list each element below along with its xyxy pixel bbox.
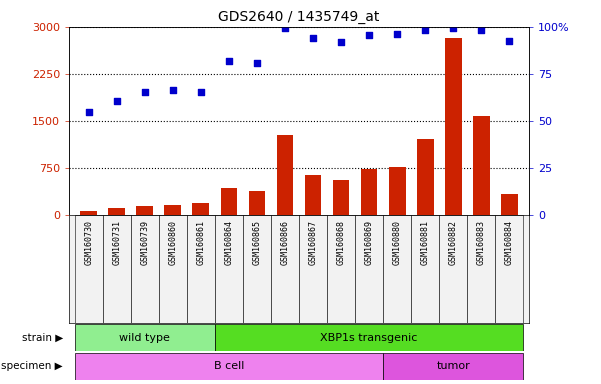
Text: specimen ▶: specimen ▶ [1, 361, 63, 371]
Bar [243, 215, 271, 323]
Bar [416, 139, 433, 215]
Text: strain ▶: strain ▶ [22, 333, 63, 343]
Bar [327, 215, 355, 323]
Bar [75, 324, 215, 351]
Point [504, 38, 514, 44]
Bar [383, 353, 523, 380]
Point [308, 35, 318, 41]
Bar [445, 38, 462, 215]
Point [140, 89, 150, 95]
Text: GSM160881: GSM160881 [421, 220, 430, 265]
Bar [75, 353, 383, 380]
Bar [411, 215, 439, 323]
Bar [271, 215, 299, 323]
Bar [501, 194, 517, 215]
Text: GSM160883: GSM160883 [477, 220, 486, 265]
Bar [192, 204, 209, 215]
Bar [81, 211, 97, 215]
Bar [389, 167, 406, 215]
Text: GSM160860: GSM160860 [168, 220, 177, 265]
Point [477, 27, 486, 33]
Text: GSM160880: GSM160880 [392, 220, 401, 265]
Text: GSM160861: GSM160861 [197, 220, 206, 265]
Point [448, 25, 458, 31]
Bar [439, 215, 467, 323]
Text: GSM160884: GSM160884 [505, 220, 514, 265]
Text: GSM160869: GSM160869 [365, 220, 374, 265]
Point [84, 109, 94, 115]
Text: tumor: tumor [436, 361, 470, 371]
Bar [221, 188, 237, 215]
Bar [136, 206, 153, 215]
Bar [495, 215, 523, 323]
Text: GSM160867: GSM160867 [308, 220, 317, 265]
Bar [103, 215, 131, 323]
Point [336, 39, 346, 45]
Text: wild type: wild type [120, 333, 170, 343]
Text: GSM160731: GSM160731 [112, 220, 121, 265]
Point [280, 25, 290, 31]
Bar [165, 205, 182, 215]
Text: GSM160739: GSM160739 [140, 220, 149, 265]
Bar [355, 215, 383, 323]
Bar [276, 135, 293, 215]
Bar [383, 215, 411, 323]
Bar [75, 215, 103, 323]
Text: GSM160864: GSM160864 [224, 220, 233, 265]
Bar [108, 209, 125, 215]
Bar [215, 324, 523, 351]
Bar [473, 116, 490, 215]
Bar [361, 169, 377, 215]
Text: XBP1s transgenic: XBP1s transgenic [320, 333, 418, 343]
Bar [215, 215, 243, 323]
Bar [305, 175, 322, 215]
Text: GSM160730: GSM160730 [84, 220, 93, 265]
Bar [299, 215, 327, 323]
Point [168, 86, 178, 93]
Point [224, 58, 234, 64]
Point [112, 98, 121, 104]
Text: GSM160882: GSM160882 [449, 220, 458, 265]
Text: GSM160865: GSM160865 [252, 220, 261, 265]
Title: GDS2640 / 1435749_at: GDS2640 / 1435749_at [218, 10, 380, 25]
Bar [187, 215, 215, 323]
Point [420, 27, 430, 33]
Text: GSM160866: GSM160866 [281, 220, 290, 265]
Bar [249, 190, 266, 215]
Point [252, 60, 262, 66]
Bar [159, 215, 187, 323]
Text: GSM160868: GSM160868 [337, 220, 346, 265]
Bar [131, 215, 159, 323]
Text: B cell: B cell [214, 361, 244, 371]
Bar [467, 215, 495, 323]
Point [392, 31, 402, 38]
Point [364, 32, 374, 38]
Bar [332, 180, 349, 215]
Point [196, 89, 206, 95]
